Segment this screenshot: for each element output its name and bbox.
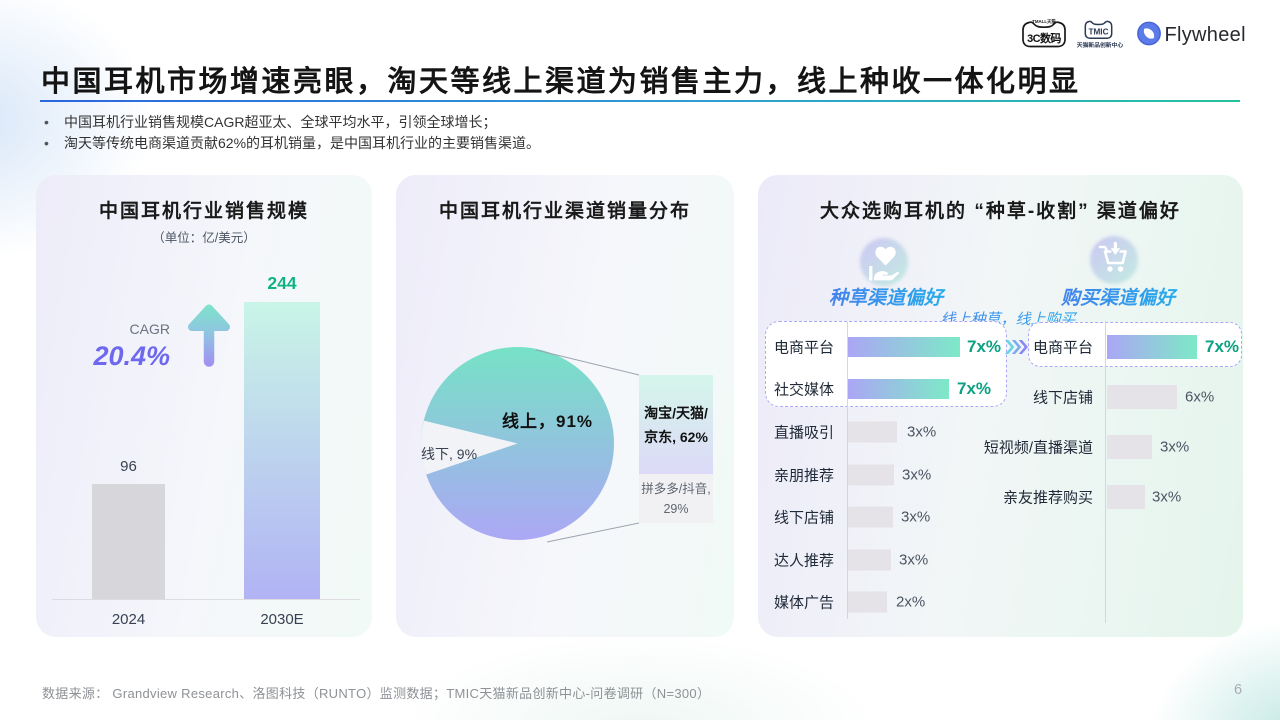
svg-text:TMALL天猫: TMALL天猫: [1032, 18, 1056, 25]
svg-text:Flywheel: Flywheel: [1165, 24, 1246, 46]
svg-text:TMIC: TMIC: [1088, 27, 1108, 36]
svg-text:3C数码: 3C数码: [1027, 31, 1061, 45]
svg-text:天猫新品创新中心: 天猫新品创新中心: [1077, 41, 1124, 49]
